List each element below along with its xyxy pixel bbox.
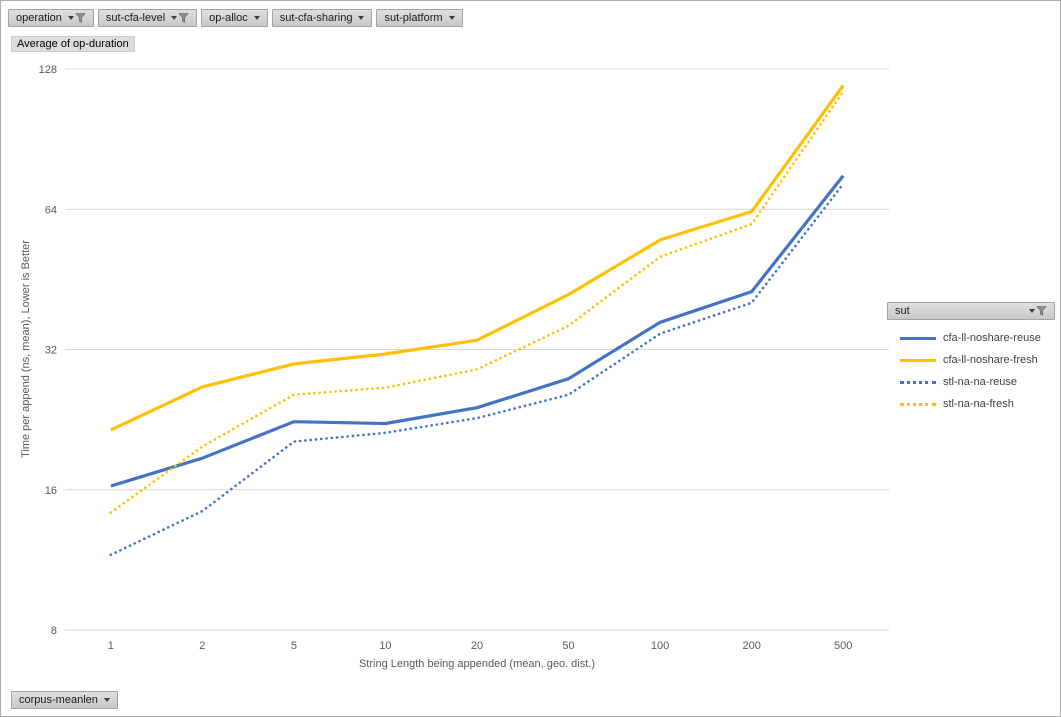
y-axis-title: Time per append (ns, mean), Lower is Bet… [20,240,32,458]
pivot-filter-label: sut-platform [384,12,443,24]
pivot-filter-button-sut-cfa-level[interactable]: sut-cfa-level [97,9,198,27]
filter-funnel-icon [75,13,86,23]
legend-item-stl-na-na-reuse[interactable]: stl-na-na-reuse [887,371,1055,393]
legend-field-button-sut[interactable]: sut [887,302,1055,320]
x-tick-label-50: 50 [562,640,574,652]
dropdown-arrow-icon [103,698,110,702]
legend-field-icons [1029,306,1047,316]
value-field-label: Average of op-duration [17,38,129,50]
series-line-cfa-ll-noshare-fresh[interactable] [110,84,845,432]
filter-funnel-icon [178,13,189,23]
axis-field-bar: corpus-meanlen [11,691,118,709]
pivot-filter-bar: operation sut-cfa-level op-alloc sut-cfa-sh… [8,9,463,27]
x-tick-label-2: 2 [199,640,205,652]
series-line-cfa-ll-noshare-reuse[interactable] [110,174,845,488]
axis-field-label: corpus-meanlen [19,694,98,706]
legend-line-sample [900,358,936,362]
legend-item-label: stl-na-na-reuse [943,376,1017,388]
pivot-filter-label: sut-cfa-level [105,12,166,24]
filter-funnel-icon [1036,306,1047,316]
x-axis-title: String Length being appended (mean, geo.… [358,658,596,670]
y-tick-label-64: 64 [45,204,57,216]
value-field-button[interactable]: Average of op-duration [11,36,135,52]
y-tick-label-16: 16 [45,485,57,497]
x-tick-label-1: 1 [108,640,114,652]
legend-item-cfa-ll-noshare-fresh[interactable]: cfa-ll-noshare-fresh [887,349,1055,371]
x-tick-label-500: 500 [834,640,852,652]
dropdown-arrow-icon [1029,309,1035,313]
dropdown-arrow-icon [253,16,260,20]
dropdown-arrow-icon [67,16,74,20]
pivot-filter-label: operation [16,12,62,24]
y-tick-label-128: 128 [39,64,57,76]
y-tick-label-32: 32 [45,345,57,357]
legend-item-cfa-ll-noshare-reuse[interactable]: cfa-ll-noshare-reuse [887,327,1055,349]
series-line-stl-na-na-fresh[interactable] [109,90,845,514]
x-tick-label-20: 20 [471,640,483,652]
x-tick-label-100: 100 [651,640,669,652]
pivot-filter-label: op-alloc [209,12,248,24]
pivot-filter-button-sut-cfa-sharing[interactable]: sut-cfa-sharing [271,9,373,27]
legend-field-label: sut [895,305,910,317]
legend-item-label: cfa-ll-noshare-reuse [943,332,1041,344]
dropdown-arrow-icon [448,16,455,20]
legend: sut cfa-ll-noshare-reuse cfa-ll-noshare-f… [887,301,1055,415]
dropdown-arrow-icon [171,16,178,20]
legend-line-sample [900,336,936,340]
x-tick-label-5: 5 [291,640,297,652]
legend-items: cfa-ll-noshare-reuse cfa-ll-noshare-fresh… [887,327,1055,415]
pivot-filter-button-sut-platform[interactable]: sut-platform [376,9,463,27]
legend-line-sample [900,380,936,384]
legend-line-sample [900,402,936,406]
x-tick-label-200: 200 [742,640,760,652]
legend-item-stl-na-na-fresh[interactable]: stl-na-na-fresh [887,393,1055,415]
legend-item-label: stl-na-na-fresh [943,398,1014,410]
x-tick-label-10: 10 [379,640,391,652]
y-tick-label-8: 8 [51,625,57,637]
legend-item-label: cfa-ll-noshare-fresh [943,354,1038,366]
pivot-filter-button-operation[interactable]: operation [8,9,94,27]
axis-field-button-corpus-meanlen[interactable]: corpus-meanlen [11,691,118,709]
pivot-filter-button-op-alloc[interactable]: op-alloc [201,9,268,27]
pivot-filter-label: sut-cfa-sharing [279,12,353,24]
dropdown-arrow-icon [358,16,365,20]
